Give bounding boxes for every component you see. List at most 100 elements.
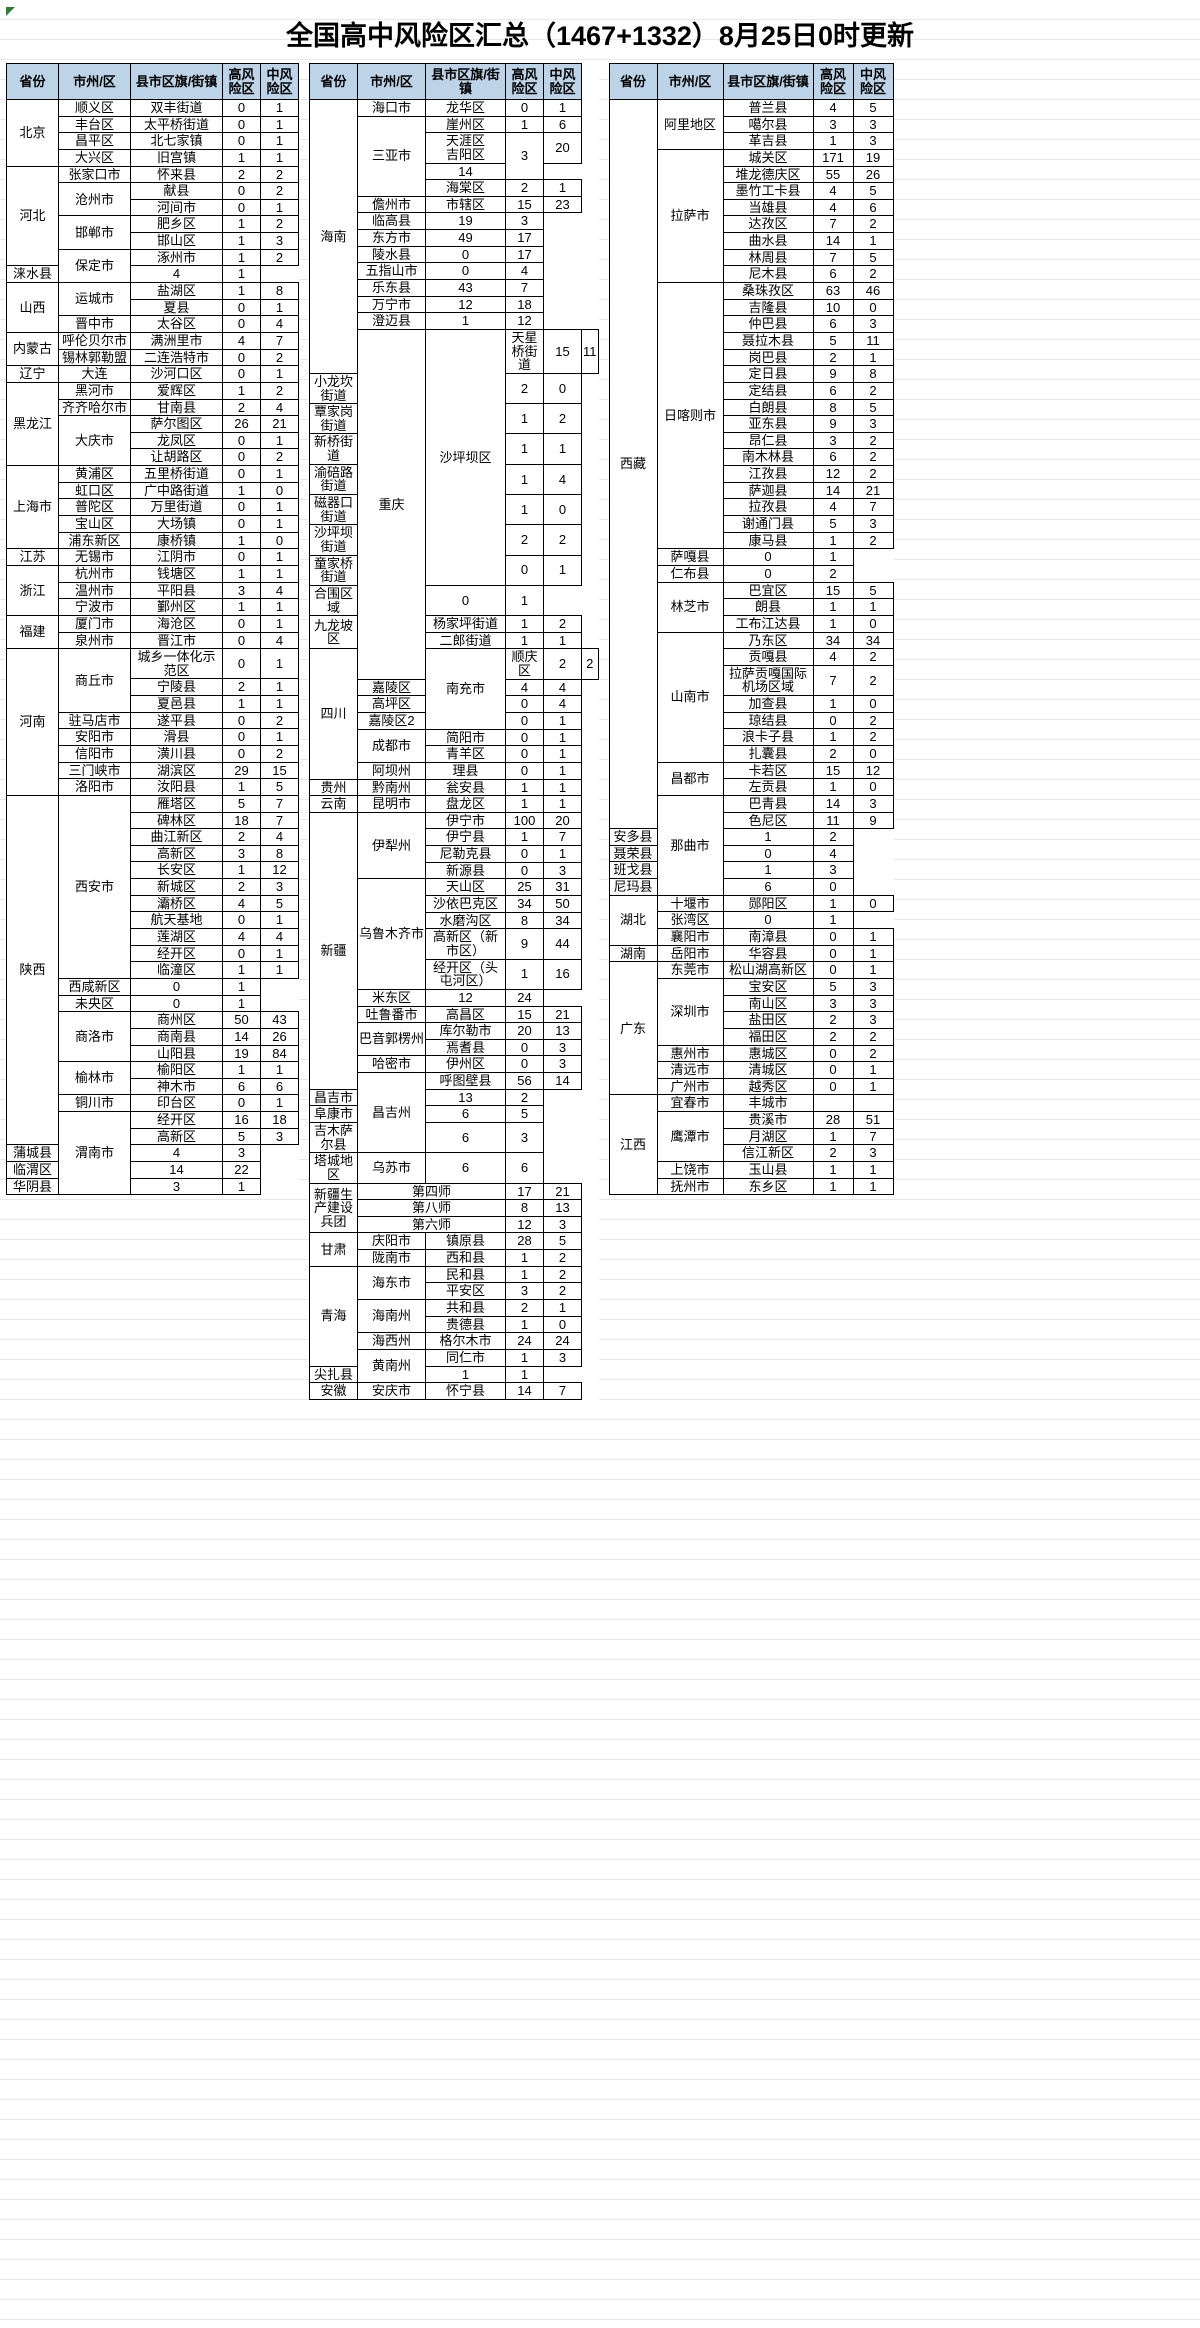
table-row: 安阳市 滑县 0 1: [7, 728, 299, 746]
cell-mid-risk: 0: [852, 614, 894, 633]
table-row: 南木林县 6 2: [609, 448, 894, 467]
cell-high-risk: 28: [505, 1232, 544, 1251]
cell-mid-risk: 1: [222, 1177, 261, 1196]
table-row: 陕西 西安市 雁塔区 5 7: [6, 794, 299, 1146]
cell-area: 宝安区: [722, 977, 814, 996]
table-row: 合围区域 0 1: [309, 584, 599, 617]
cell-high-risk: 0: [505, 99, 544, 117]
cell-province: 北京: [6, 99, 59, 167]
cell-mid-risk: 1: [260, 1094, 299, 1113]
cell-high-risk: 0: [722, 844, 814, 863]
cell-city: 哈密市: [357, 1055, 426, 1074]
cell-high-risk: 9: [505, 928, 544, 960]
table-row: 聂荣县 0 4: [608, 844, 893, 863]
cell-high-risk: 1: [222, 282, 261, 300]
cell-high-risk: 6: [425, 1152, 506, 1184]
cell-city: 那曲市: [656, 794, 724, 896]
cell-high-risk: 0: [722, 548, 814, 566]
cell-high-risk: 2: [812, 1027, 854, 1046]
cell-mid-risk: 12: [505, 312, 544, 330]
cell-area: 乐东县: [357, 279, 426, 297]
table-row: 琼结县 0 2: [609, 711, 894, 730]
table-row: 曲水县 14 1: [609, 232, 894, 250]
cell-area: 华阴县: [6, 1177, 59, 1196]
table-row: 灞桥区 4 5: [7, 894, 299, 913]
cell-high-risk: 0: [505, 1038, 544, 1057]
cell-high-risk: 0: [222, 465, 261, 483]
cell-area: 聂荣县: [608, 844, 658, 863]
cell-high-risk: 6: [812, 315, 854, 333]
cell-area: 班戈县: [608, 861, 658, 880]
cell-area: 汝阳县: [130, 778, 223, 796]
cell-area: 二连浩特市: [130, 348, 223, 367]
cell-high-risk: 1: [222, 695, 261, 713]
cell-high-risk: 0: [812, 1044, 854, 1063]
risk-table-2: 省份 市州/区 县市区旗/街镇 高风险区 中风险区 海南 海口市 龙华区 0 1 三亚市崖…: [309, 63, 599, 1400]
cell-high-risk: 8: [505, 911, 544, 930]
cell-mid-risk: 2: [581, 648, 599, 680]
cell-mid-risk: 2: [543, 524, 582, 556]
cell-area: 新源县: [425, 861, 506, 880]
cell-high-risk: 1: [505, 494, 544, 526]
cell-high-risk: 0: [222, 365, 261, 383]
cell-city: 顺义区: [58, 99, 131, 117]
table-row: 尼玛县 6 0: [608, 878, 893, 896]
cell-mid-risk: 3: [260, 1127, 299, 1146]
table-row: 大兴区 旧宫镇 1 1: [7, 148, 299, 167]
cell-mid-risk: 1: [260, 99, 299, 117]
cell-mid-risk: 14: [543, 1072, 582, 1090]
cell-mid-risk: 1: [260, 365, 299, 383]
cell-high-risk: 15: [812, 761, 854, 780]
cell-high-risk: 0: [222, 614, 261, 633]
cell-area: 城关区: [722, 148, 814, 167]
table-row: 莲湖区 4 4: [7, 928, 299, 946]
cell-area: 康桥镇: [130, 531, 223, 550]
table-row: 黄南州 同仁市 1 3: [310, 1348, 599, 1384]
cell-high-risk: [812, 1094, 854, 1113]
cell-area: 陵水县: [357, 245, 426, 264]
cell-area: 乃东区: [722, 631, 814, 650]
cell-province: 湖北: [608, 894, 658, 946]
cell-area: 渝碚路街道: [309, 463, 358, 496]
cell-mid-risk: 3: [852, 994, 894, 1013]
cell-mid-risk: 2: [543, 1265, 582, 1284]
cell-high-risk: 1: [812, 728, 854, 746]
cell-city: 陇南市: [357, 1249, 426, 1267]
cell-area: 高坪区: [357, 695, 426, 713]
cell-mid-risk: 17: [505, 229, 544, 247]
cell-mid-risk: 4: [260, 398, 299, 417]
cell-mid-risk: 4: [505, 262, 544, 281]
table-row: 水磨沟区 8 34: [310, 911, 599, 930]
cell-province: 黑龙江: [6, 381, 59, 467]
cell-mid-risk: 1: [852, 961, 894, 979]
header-high-risk: 高风险区: [222, 63, 261, 100]
cell-mid-risk: 0: [852, 695, 894, 713]
cell-city: 商丘市: [58, 648, 131, 713]
cell-area: 神木市: [130, 1077, 223, 1096]
header-area: 县市区旗/街镇: [130, 63, 223, 100]
cell-province: 四川: [309, 648, 358, 780]
cell-mid-risk: [852, 1094, 894, 1113]
cell-province: 山西: [6, 282, 59, 333]
cell-mid-risk: 1: [260, 911, 299, 930]
cell-province: 贵州: [309, 778, 358, 797]
cell-mid-risk: 2: [852, 711, 894, 730]
cell-mid-risk: 22: [222, 1161, 261, 1179]
cell-high-risk: 0: [505, 845, 544, 863]
cell-high-risk: 1: [505, 958, 544, 990]
table-row: 经开区（头屯河区） 1 16: [310, 958, 599, 990]
cell-high-risk: 1: [505, 828, 544, 847]
cell-city: 虹口区: [58, 481, 131, 500]
cell-area: 安多县: [608, 828, 658, 846]
cell-high-risk: 56: [505, 1072, 544, 1090]
cell-mid-risk: 8: [260, 282, 299, 300]
cell-area: 崖州区: [425, 115, 506, 134]
cell-area: 顺庆区: [505, 648, 544, 680]
cell-area: 长安区: [130, 861, 223, 880]
cell-area: 宁陵县: [130, 678, 223, 697]
cell-mid-risk: 0: [543, 372, 582, 405]
cell-high-risk: 43: [425, 279, 506, 297]
cell-mid-risk: 1: [543, 761, 582, 780]
table-row: 嘉陵区 4 4: [310, 678, 599, 697]
cell-mid-risk: 5: [260, 894, 299, 913]
